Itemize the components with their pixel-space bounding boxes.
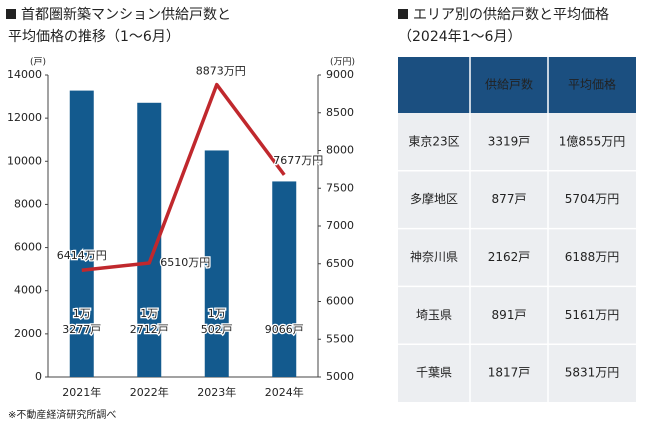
table-cell: 1億855万円 <box>559 134 626 148</box>
table-cell: 埼玉県 <box>416 308 452 322</box>
table-cell: 神奈川県 <box>410 250 458 264</box>
source-note: ※不動産経済研究所調べ <box>8 408 116 421</box>
y-tick-label: 4000 <box>14 284 42 297</box>
table-cell: 6188万円 <box>565 250 620 264</box>
x-tick-label: 2024年 <box>265 385 304 399</box>
x-tick-label: 2021年 <box>62 385 101 399</box>
table-cell: 5161万円 <box>565 308 620 322</box>
y2-tick-label: 6500 <box>326 257 354 270</box>
line-value-label: 6414万円 <box>57 249 107 262</box>
line-value-label: 6510万円 <box>160 256 210 269</box>
table-cell: 東京23区 <box>408 134 459 148</box>
y2-tick-label: 8000 <box>326 144 354 157</box>
bar-value-label: 9066戸 <box>265 323 304 336</box>
bar <box>272 181 297 377</box>
y2-tick-label: 5000 <box>326 370 354 383</box>
chart-title: 首都圏新築マンション供給戸数と <box>21 7 231 23</box>
table-cell: 2162戸 <box>488 250 531 264</box>
x-tick-label: 2022年 <box>130 385 169 399</box>
chart-title: 平均価格の推移（1〜6月） <box>8 29 180 45</box>
table-cell: 5831万円 <box>565 366 620 380</box>
y-tick-label: 14000 <box>7 68 42 81</box>
bar-value-label: 1万 502戸 <box>201 307 233 336</box>
y2-tick-label: 8500 <box>326 106 354 119</box>
y-tick-label: 10000 <box>7 154 42 167</box>
title-bullet <box>6 9 16 19</box>
bar <box>69 90 94 378</box>
table-header-cell: 供給戸数 <box>485 77 533 92</box>
y-tick-label: 2000 <box>14 327 42 340</box>
y2-tick-label: 5500 <box>326 332 354 345</box>
price-line <box>81 82 286 272</box>
table-cell: 5704万円 <box>565 192 620 206</box>
bar-value-label: 1万 3277戸 <box>62 307 101 336</box>
line-value-label: 8873万円 <box>196 65 246 78</box>
table-header-cell: 平均価格 <box>568 77 616 92</box>
y2-tick-label: 6000 <box>326 295 354 308</box>
y-tick-label: 0 <box>35 370 42 383</box>
y2-unit: (万円) <box>330 57 355 68</box>
table-cell: 千葉県 <box>416 366 452 380</box>
table-cell: 891戸 <box>492 308 527 322</box>
y2-tick-label: 7000 <box>326 219 354 232</box>
x-tick-label: 2023年 <box>197 385 236 399</box>
table-cell: 3319戸 <box>488 134 531 148</box>
table-cell: 1817戸 <box>488 366 531 380</box>
table-cell: 877戸 <box>492 192 527 206</box>
table-header-bg <box>398 57 636 113</box>
bar-value-label: 1万 2712戸 <box>130 307 169 336</box>
bar <box>204 150 229 377</box>
y-tick-label: 6000 <box>14 241 42 254</box>
table-title: エリア別の供給戸数と平均価格 <box>413 7 609 23</box>
line-value-label: 7677万円 <box>273 154 323 167</box>
y-tick-label: 12000 <box>7 111 42 124</box>
y-tick-label: 8000 <box>14 197 42 210</box>
table-subtitle: （2024年1〜6月） <box>398 29 521 45</box>
title-bullet <box>398 9 408 19</box>
y-unit: (戸) <box>30 57 46 68</box>
y2-tick-label: 9000 <box>326 68 354 81</box>
table-cell: 多摩地区 <box>410 191 458 206</box>
y2-tick-label: 7500 <box>326 181 354 194</box>
